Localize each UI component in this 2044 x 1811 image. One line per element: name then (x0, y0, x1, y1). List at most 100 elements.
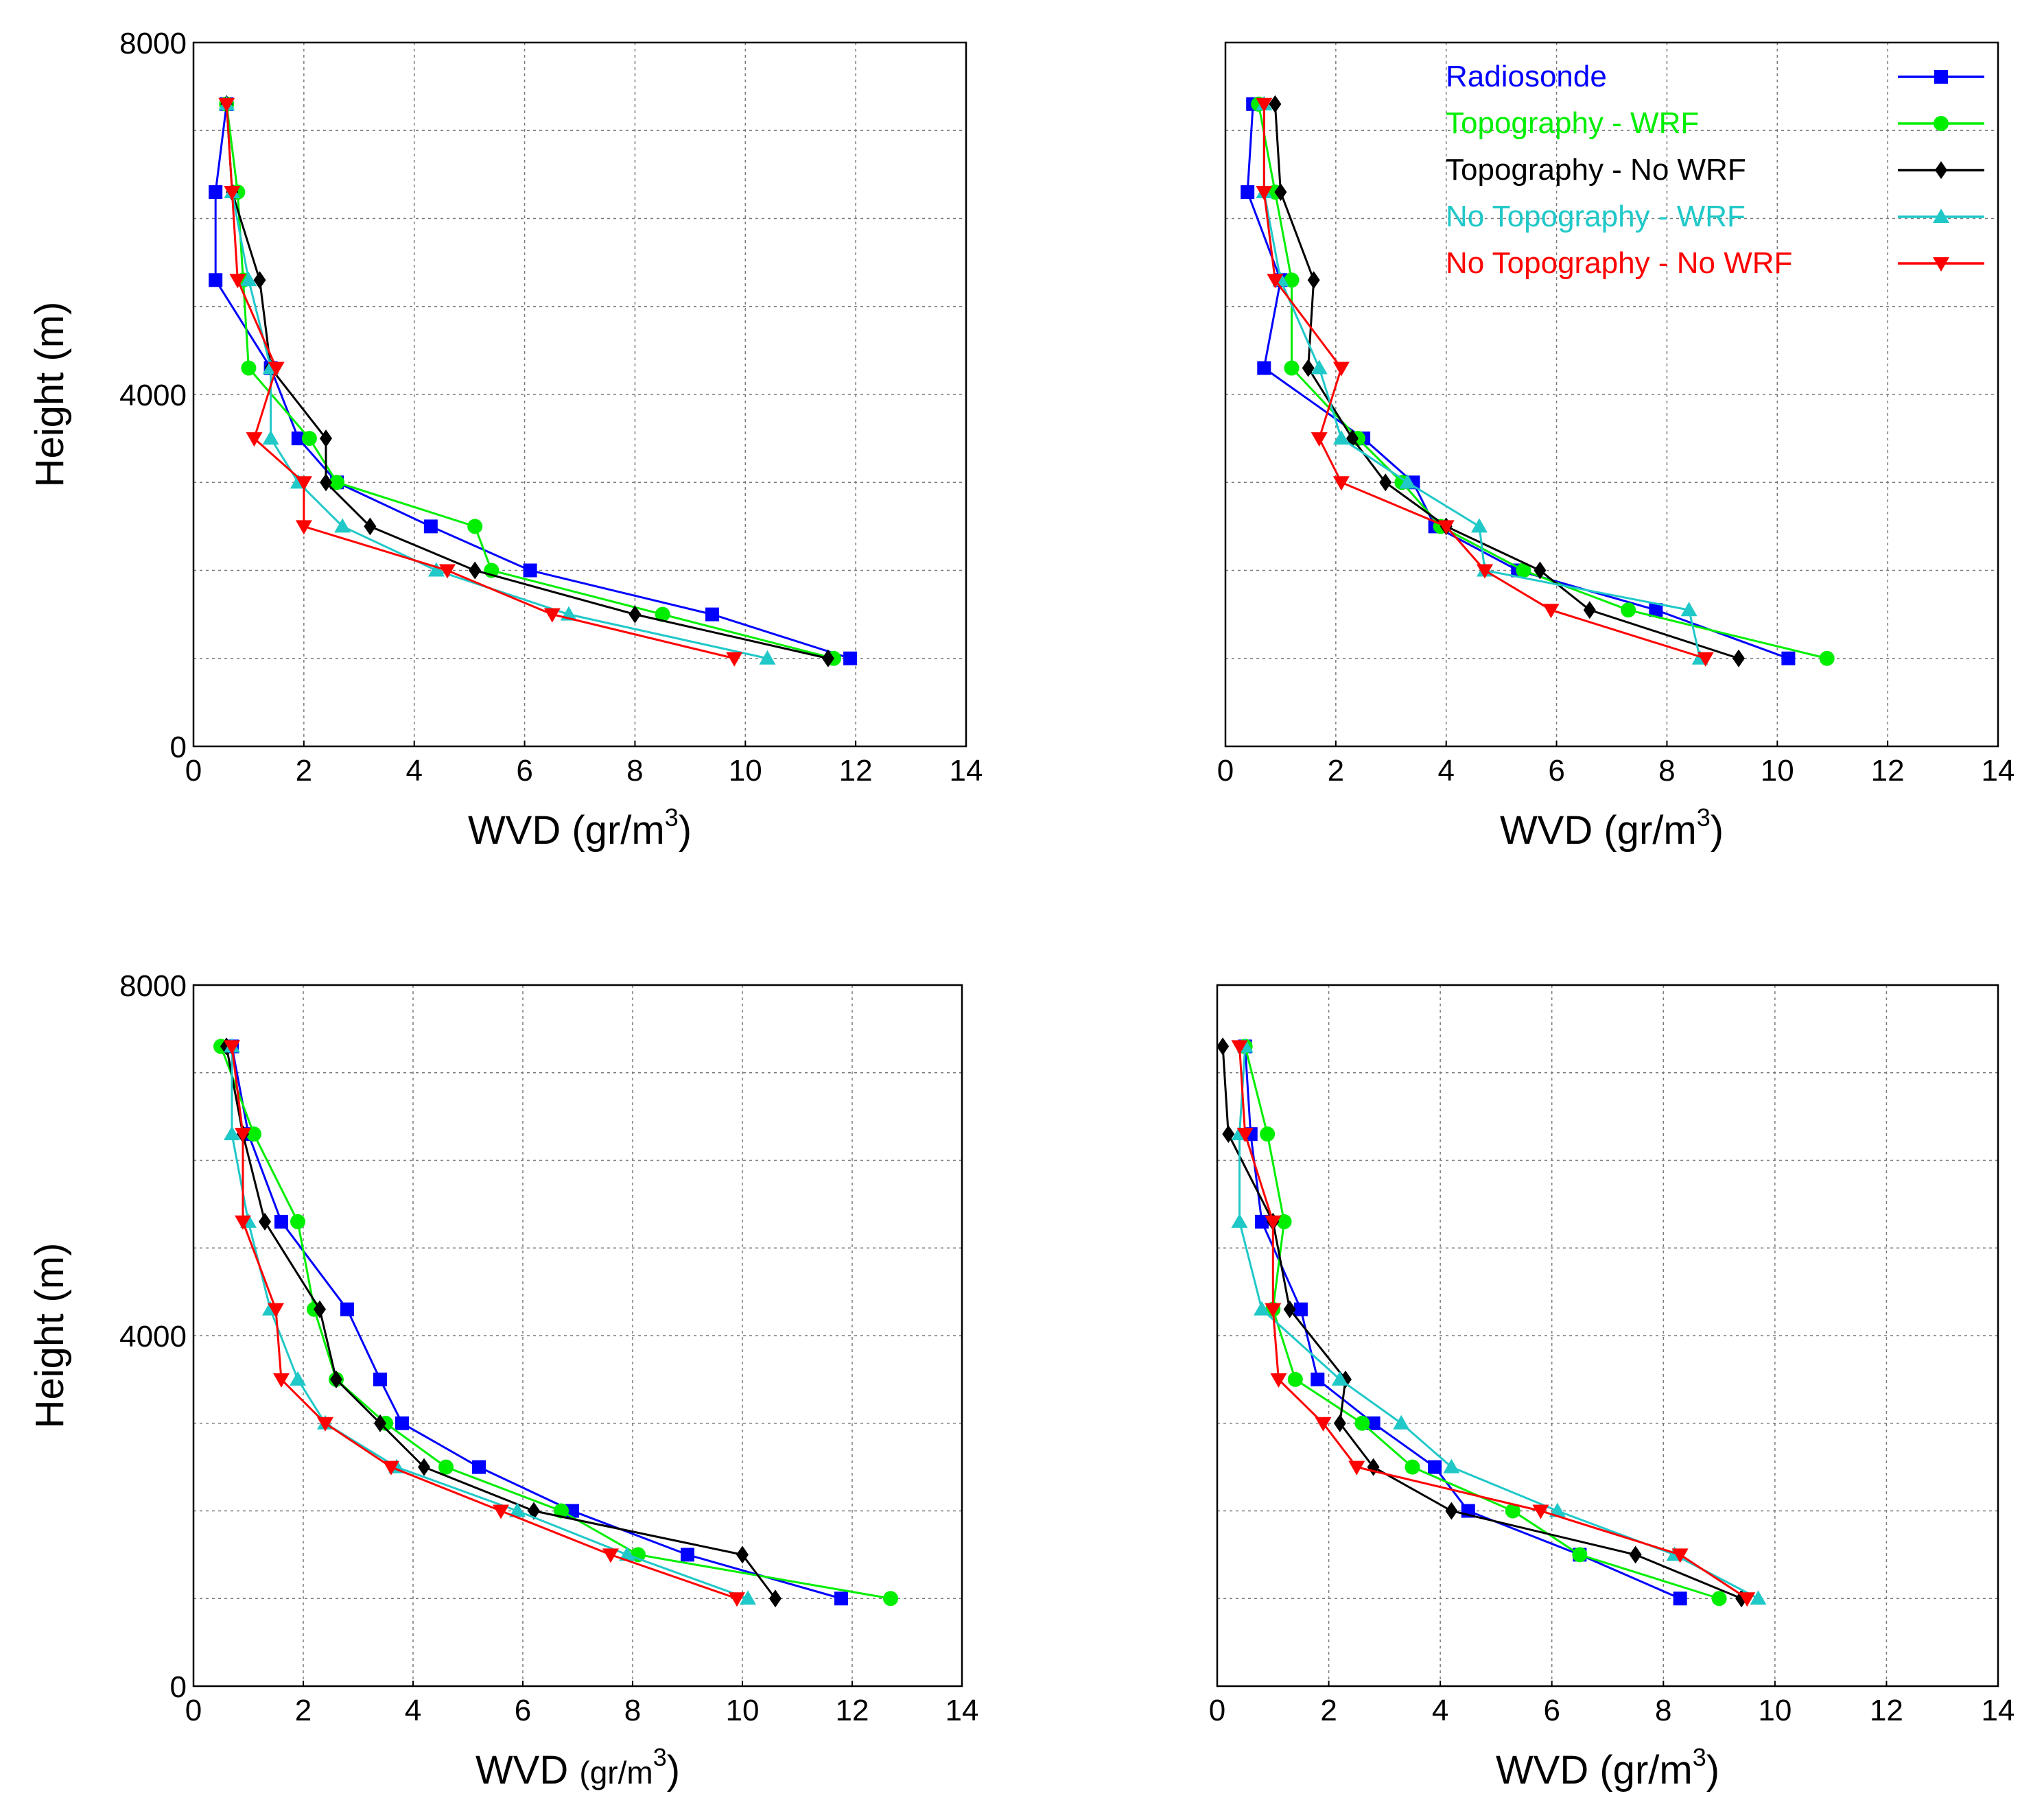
x-tick-label: 12 (839, 754, 873, 788)
data-point (1265, 1303, 1282, 1318)
data-point (726, 652, 743, 667)
data-point (729, 1592, 745, 1607)
data-point (1819, 650, 1835, 666)
data-point (395, 1416, 409, 1430)
x-tick-label: 8 (1658, 754, 1675, 788)
series-line (231, 1046, 738, 1600)
data-point (1680, 602, 1698, 617)
x-tick-label: 14 (1982, 754, 2015, 788)
x-tick-label: 6 (1548, 754, 1564, 788)
chart-panel-3: 0 2 4 6 8 10 12 14 0 4000 8000 WVD (gr/m3) Height (m… (27, 969, 978, 1792)
x-axis-label-tail: ) (667, 1748, 680, 1792)
data-point (759, 650, 776, 665)
data-point (1293, 1302, 1308, 1316)
data-point (334, 518, 351, 533)
data-point (1332, 430, 1350, 445)
data-point (769, 1589, 782, 1608)
series-line (220, 1045, 891, 1600)
data-point (1254, 1301, 1271, 1316)
data-point (629, 605, 642, 624)
data-point (1366, 1416, 1381, 1430)
x-tick-label: 4 (405, 1694, 421, 1727)
series-line (1262, 104, 1706, 660)
data-point (602, 1548, 619, 1563)
data-point (1311, 359, 1328, 375)
data-point (1333, 1414, 1346, 1432)
legend-label: Topography - No WRF (1446, 153, 1746, 187)
series-no-topography-no-wrf (224, 1040, 745, 1607)
x-tick-label: 10 (1761, 754, 1794, 788)
data-point (1307, 271, 1320, 289)
data-point (1283, 1300, 1296, 1318)
data-point (295, 476, 312, 491)
x-tick-label: 0 (185, 1694, 202, 1727)
data-point (320, 429, 333, 448)
data-point (1236, 1128, 1254, 1143)
x-tick-label: 14 (945, 1694, 979, 1727)
data-point (241, 360, 257, 376)
data-point (1231, 1040, 1248, 1055)
data-point (1270, 1373, 1287, 1388)
data-point (235, 1128, 251, 1143)
x-axis-label-main: WVD (475, 1748, 579, 1792)
data-point (1621, 602, 1636, 618)
series-topography-no-wrf (1217, 1037, 1748, 1608)
y-tick-label: 8000 (119, 969, 187, 1003)
x-tick-label: 6 (515, 1694, 531, 1727)
data-point (681, 1548, 694, 1562)
data-point (209, 273, 223, 287)
data-point (290, 1371, 306, 1386)
data-point (240, 272, 257, 287)
data-point (1443, 1458, 1460, 1473)
data-point (1732, 649, 1745, 667)
data-point (1348, 1460, 1365, 1476)
data-point (1583, 601, 1596, 619)
series-line (1238, 1046, 1748, 1600)
legend-label: No Topography - No WRF (1446, 246, 1792, 280)
x-tick-label: 12 (836, 1694, 869, 1727)
data-point (1269, 95, 1282, 113)
data-point (1697, 652, 1714, 667)
data-point (427, 562, 445, 577)
data-point (317, 1417, 333, 1432)
x-tick-label: 8 (626, 754, 643, 788)
series-line (1273, 104, 1739, 660)
chart-panel-2: 0 2 4 6 8 10 12 14 WVD (gr/m3) Radiosonde Topograp… (1217, 41, 2015, 853)
series-line (1262, 104, 1702, 659)
data-point (543, 608, 561, 623)
series-line (225, 104, 735, 660)
data-point (423, 519, 438, 534)
y-tick-label: 8000 (119, 27, 187, 60)
x-tick-label: 0 (185, 754, 202, 788)
axes-frame (1216, 984, 1999, 1688)
data-point (1311, 432, 1328, 447)
data-point (883, 1591, 898, 1607)
data-point (364, 517, 377, 536)
data-point (314, 1300, 326, 1318)
data-point (1241, 185, 1255, 200)
legend-label: Topography - WRF (1446, 106, 1699, 140)
data-point (1405, 1459, 1420, 1475)
data-point (493, 1504, 509, 1519)
data-point (1532, 1504, 1549, 1519)
legend-label: Radiosonde (1446, 60, 1607, 93)
data-point (224, 1126, 240, 1141)
x-axis-label-superscript: 3 (653, 1743, 667, 1771)
data-point (295, 520, 312, 535)
data-point (224, 1040, 240, 1055)
data-point (259, 1212, 271, 1231)
x-axis-label-tail: ) (1706, 1748, 1719, 1792)
data-point (469, 561, 482, 580)
series-line (231, 1046, 749, 1600)
data-point (438, 1459, 454, 1475)
data-point (383, 1460, 399, 1476)
series-line (1221, 1046, 1742, 1600)
data-point (438, 564, 456, 579)
series-line (225, 104, 768, 660)
x-axis-label-superscript: 3 (1693, 1743, 1706, 1771)
data-point (1549, 1502, 1566, 1517)
data-point (1399, 474, 1416, 489)
series-line (225, 104, 829, 660)
legend-marker (1935, 161, 1947, 179)
